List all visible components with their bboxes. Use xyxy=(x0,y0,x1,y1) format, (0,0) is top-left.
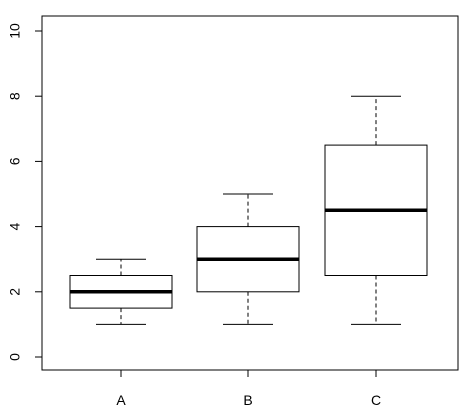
box-group-b xyxy=(196,193,300,325)
x-tick-label: C xyxy=(371,392,381,408)
y-tick-label: 2 xyxy=(7,288,23,296)
y-tick-label: 10 xyxy=(7,23,23,39)
boxes xyxy=(69,95,428,325)
plot-frame xyxy=(41,15,459,371)
x-tick-label: A xyxy=(116,392,126,408)
y-tick-label: 4 xyxy=(7,222,23,230)
y-tick-label: 0 xyxy=(7,353,23,361)
box-group-a xyxy=(69,258,173,325)
x-tick-label: B xyxy=(243,392,252,408)
y-axis: 0 2 4 6 8 10 xyxy=(7,23,43,361)
y-tick-label: 6 xyxy=(7,157,23,165)
box-group-c xyxy=(324,95,428,325)
x-axis: A B C xyxy=(116,369,381,408)
y-tick-label: 8 xyxy=(7,92,23,100)
